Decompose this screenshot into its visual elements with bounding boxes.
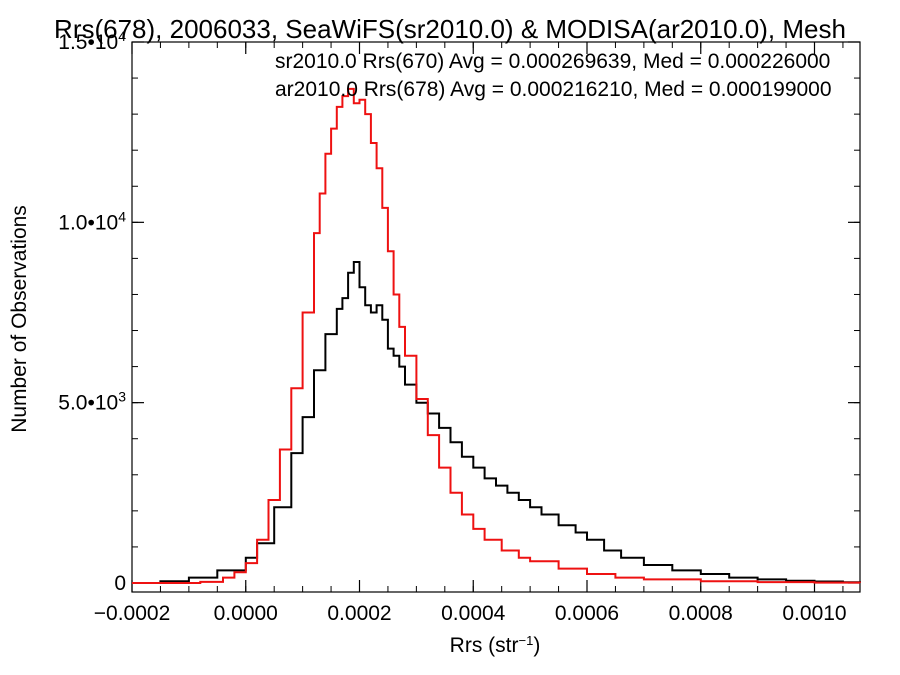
plot-area	[131, 41, 861, 593]
x-tick-label: −0.0002	[94, 602, 171, 625]
series-line-0	[132, 261, 861, 584]
x-tick-label: 0.0002	[327, 602, 391, 625]
chart-title: Rrs(678), 2006033, SeaWiFS(sr2010.0) & M…	[54, 14, 846, 44]
x-tick-label: 0.0010	[782, 602, 846, 625]
x-axis-label: Rrs (str−1)	[450, 633, 541, 658]
y-tick-label: 5.0•103	[58, 389, 126, 415]
series-line-1	[132, 87, 861, 584]
y-axis-label: Number of Observations	[8, 205, 31, 433]
plot-frame	[131, 41, 861, 593]
y-tick-label: 0	[114, 572, 126, 595]
x-tick-label: 0.0000	[214, 602, 278, 625]
series-group	[132, 87, 861, 584]
x-tick-label: 0.0008	[669, 602, 733, 625]
y-axis: 0 5.0•103 1.0•104 1.5•104	[58, 28, 860, 595]
y-tick-label: 1.0•104	[58, 208, 126, 234]
legend-entry-sr2010: sr2010.0 Rrs(670) Avg = 0.000269639, Med…	[275, 50, 830, 73]
legend-entry-ar2010: ar2010.0 Rrs(678) Avg = 0.000216210, Med…	[275, 78, 832, 101]
x-tick-label: 0.0004	[441, 602, 506, 625]
x-tick-label: 0.0006	[555, 602, 619, 625]
x-axis: −0.0002 0.0000 0.0002 0.0004 0.0006 0.0008 0.0…	[94, 42, 847, 625]
legend: sr2010.0 Rrs(670) Avg = 0.000269639, Med…	[275, 50, 832, 101]
y-tick-label: 1.5•104	[58, 28, 126, 54]
